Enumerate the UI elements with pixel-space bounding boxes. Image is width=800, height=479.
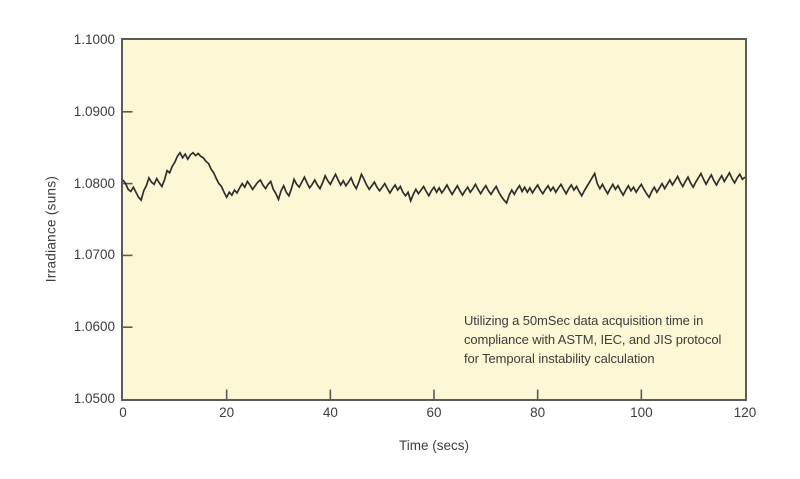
y-tick-label: 1.0500 [73,391,115,406]
y-tick-label: 1.1000 [73,32,115,47]
plot-background [121,38,747,401]
x-tick-label: 60 [426,405,442,420]
x-tick-label: 120 [733,405,757,420]
y-axis-title: Irradiance (suns) [43,175,59,283]
x-tick-label: 100 [630,405,653,420]
x-tick-label: 0 [119,405,127,420]
x-tick-label: 40 [322,405,338,420]
annotation-line-2: compliance with ASTM, IEC, and JIS proto… [464,332,722,347]
y-tick-label: 1.0600 [73,319,115,335]
annotation-line-3: for Temporal instability calculation [464,351,655,366]
irradiance-trace [122,151,746,205]
y-tick-label: 1.0700 [73,247,115,263]
y-tick-label: 1.0800 [73,175,115,191]
y-tick-label: 1.0900 [73,103,115,119]
x-axis-title: Time (secs) [399,438,469,453]
x-tick-label: 20 [219,405,235,420]
annotation-line-1: Utilizing a 50mSec data acquisition time… [464,313,704,328]
x-tick-label: 80 [530,405,546,420]
chart-annotation: Utilizing a 50mSec data acquisition time… [464,311,721,368]
